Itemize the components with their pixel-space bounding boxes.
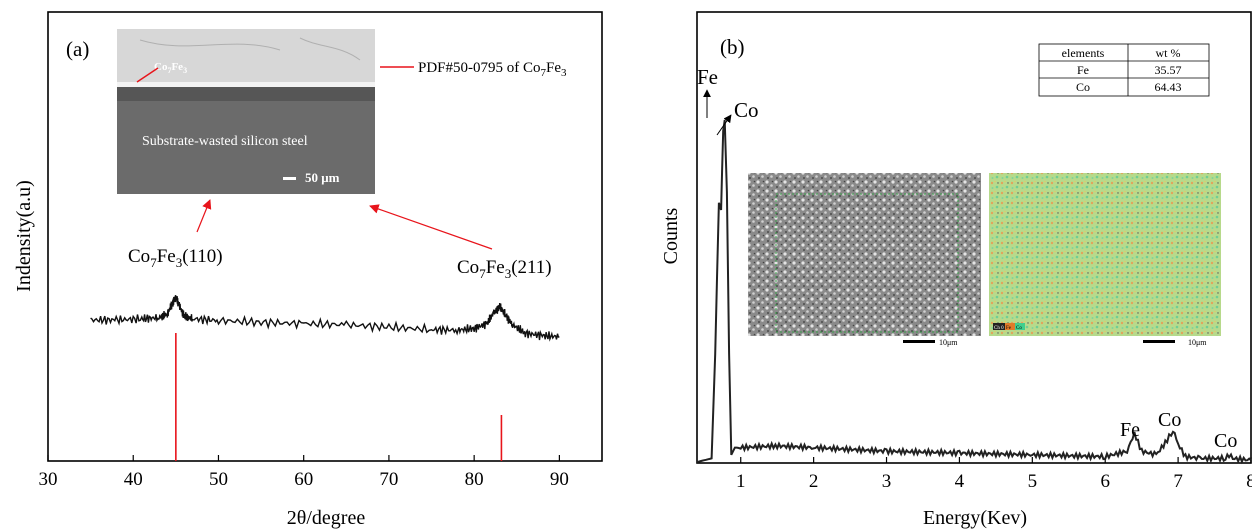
panel-a-x-ticks: 30 40 50 60 70 80 90 xyxy=(39,455,569,490)
table-cell-fe-wt: 35.57 xyxy=(1155,63,1182,77)
panel-b-x-tick-label: 8 xyxy=(1246,471,1252,492)
panel-b-x-tick-label: 6 xyxy=(1100,471,1110,492)
inset-coating-label: Co7Fe3 xyxy=(154,61,187,75)
panel-b-x-tick-label: 4 xyxy=(955,471,965,492)
inset-scalebar-label: 50 μm xyxy=(305,170,340,185)
inset-scalebar xyxy=(283,177,296,180)
peak-label-110: Co7Fe3(110) xyxy=(128,246,223,270)
panel-a-x-tick-label: 90 xyxy=(550,469,569,490)
peak-label-co-1: Co xyxy=(734,98,759,122)
table-header-wt: wt % xyxy=(1156,46,1181,60)
map-legend-ch0: Ch 0 xyxy=(994,326,1004,331)
peak-label-fe-2: Fe xyxy=(1120,419,1140,441)
panel-b-chart: (b) 1 2 3 4 5 6 7 8 Energy(Kev) Counts Fe Co Fe… xyxy=(660,11,1252,529)
sem-scalebar xyxy=(903,340,935,343)
table-cell-co-wt: 64.43 xyxy=(1155,80,1182,94)
pdf-legend-label: PDF#50-0795 of Co7Fe3 xyxy=(418,60,567,79)
panel-a-x-tick-label: 60 xyxy=(294,469,313,490)
table-header-elements: elements xyxy=(1062,46,1105,60)
map-legend-co: Co xyxy=(1016,326,1022,331)
peak-label-fe-1: Fe xyxy=(697,65,718,89)
panel-a-x-tick-label: 40 xyxy=(124,469,143,490)
panel-b-x-tick-label: 3 xyxy=(882,471,892,492)
panel-a-x-tick-label: 80 xyxy=(465,469,484,490)
panel-b-x-tick-label: 5 xyxy=(1028,471,1038,492)
panel-b-ylabel: Counts xyxy=(660,207,682,264)
panel-a-x-tick-label: 50 xyxy=(209,469,228,490)
panel-b-xlabel: Energy(Kev) xyxy=(923,507,1027,529)
panel-b-label: (b) xyxy=(720,35,745,59)
composition-table: elements wt % Fe 35.57 Co 64.43 xyxy=(1038,43,1210,97)
panel-a-label: (a) xyxy=(66,37,89,61)
sem-scalebar-label: 10μm xyxy=(939,338,958,347)
panel-a-xlabel: 2θ/degree xyxy=(287,507,366,529)
peak-label-co-2: Co xyxy=(1158,409,1181,431)
map-scalebar xyxy=(1143,340,1175,343)
table-cell-co: Co xyxy=(1076,80,1090,94)
map-scalebar-label: 10μm xyxy=(1188,338,1207,347)
arrow-110-to-inset xyxy=(196,199,212,233)
panel-b-sem-inset: 10μm xyxy=(748,173,981,347)
panel-a-chart: (a) 30 40 50 60 70 80 90 2θ/degree Indensity(a… xyxy=(13,11,603,529)
panel-b-x-tick-label: 1 xyxy=(736,471,746,492)
panel-a-frame xyxy=(47,11,603,462)
map-legend-fe: Fe xyxy=(1006,326,1012,331)
panel-a-sem-inset: Substrate-wasted silicon steel Co7Fe3 50… xyxy=(117,29,375,194)
arrow-211-to-inset xyxy=(369,204,493,250)
inset-substrate-label: Substrate-wasted silicon steel xyxy=(142,134,308,149)
panel-a-ylabel: Indensity(a.u) xyxy=(13,180,35,292)
panel-a-x-tick-label: 30 xyxy=(39,469,58,490)
panel-b-eds-curve xyxy=(696,119,1252,465)
panel-a-x-tick-label: 70 xyxy=(379,469,398,490)
table-cell-fe: Fe xyxy=(1077,63,1089,77)
panel-a-reference-lines xyxy=(175,333,503,461)
panel-b-eds-map-inset: Ch 0 Fe Co 10μm xyxy=(989,173,1221,347)
peak-label-co-3: Co xyxy=(1214,430,1237,452)
panel-b-frame xyxy=(696,11,1252,464)
peak-label-211: Co7Fe3(211) xyxy=(457,257,552,281)
panel-a-xrd-curve xyxy=(90,295,560,342)
panel-b-x-tick-label: 2 xyxy=(809,471,819,492)
panel-b-x-ticks: 1 2 3 4 5 6 7 8 xyxy=(736,457,1252,492)
panel-b-x-tick-label: 7 xyxy=(1173,471,1183,492)
